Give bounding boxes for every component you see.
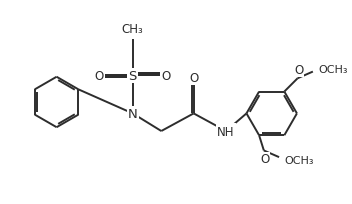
Text: NH: NH: [217, 125, 235, 138]
Text: CH₃: CH₃: [122, 23, 144, 36]
Text: N: N: [128, 107, 138, 120]
Text: OCH₃: OCH₃: [319, 64, 348, 74]
Text: O: O: [294, 64, 303, 77]
Text: O: O: [95, 70, 104, 82]
Text: OCH₃: OCH₃: [285, 155, 314, 165]
Text: S: S: [128, 70, 137, 82]
Text: O: O: [260, 153, 269, 166]
Text: O: O: [162, 70, 171, 82]
Text: O: O: [189, 71, 198, 84]
